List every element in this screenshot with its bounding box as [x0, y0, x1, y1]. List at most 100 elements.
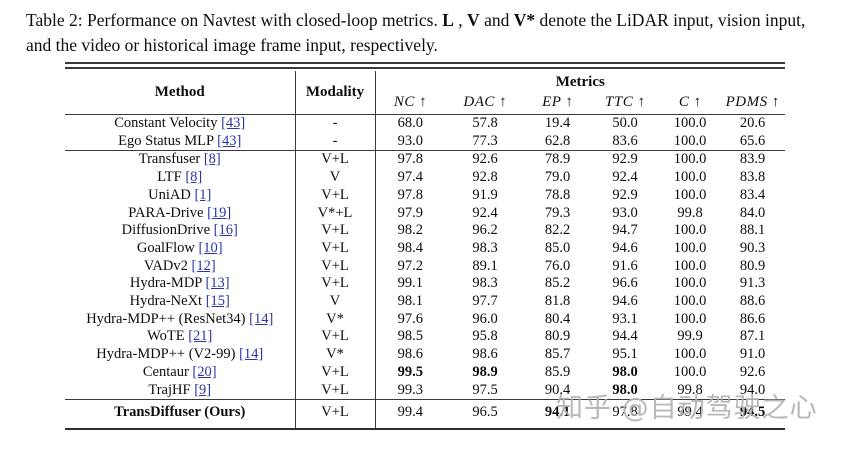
metric-value: 89.1	[472, 257, 498, 274]
method-cell: PARA-Drive [19]	[65, 204, 296, 223]
table-row: Hydra-MDP++ (ResNet34) [14] V* 97.6 96.0 80.…	[65, 310, 785, 329]
metric-value: 97.7	[472, 293, 498, 310]
metric-value: 98.1	[397, 293, 423, 310]
citation-link[interactable]: [19]	[207, 204, 232, 221]
citation-link[interactable]: [8]	[203, 151, 221, 168]
citation-link[interactable]: [12]	[191, 257, 216, 274]
metric-value: 92.9	[612, 151, 638, 168]
metric-value: 98.2	[397, 222, 423, 239]
metric-value: 98.5	[397, 328, 423, 345]
metric-value: 85.2	[544, 275, 571, 292]
citation-link[interactable]: [9]	[194, 381, 212, 398]
citation-link[interactable]: [20]	[192, 363, 217, 380]
metric-value: 99.9	[677, 328, 703, 345]
metric-value: 91.6	[612, 257, 638, 274]
metric-value: 97.8	[397, 186, 423, 203]
metric-value: 93.0	[612, 204, 638, 221]
modality-cell: V	[295, 293, 376, 311]
metric-value: 98.3	[472, 239, 498, 256]
metric-value: 99.8	[677, 204, 703, 221]
metric-value: 94.6	[612, 239, 638, 256]
table-row: Constant Velocity [43] -68.0 57.8 19.4 50.0 1…	[65, 114, 785, 133]
modality-cell: V*	[295, 346, 376, 364]
method-name: Centaur	[142, 363, 189, 380]
method-name: UniAD	[148, 186, 191, 203]
metric-value: 87.1	[739, 328, 766, 345]
modality-cell: -	[295, 132, 376, 151]
metric-value: 97.2	[397, 257, 423, 274]
caption-bold-term: L	[442, 10, 454, 30]
metric-value: 91.9	[472, 186, 498, 203]
metric-value: 81.8	[544, 293, 571, 310]
method-cell: Hydra-MDP [13]	[65, 275, 296, 294]
modality-cell: V+L	[295, 275, 376, 294]
method-name: Hydra-NeXt	[129, 293, 203, 310]
metric-value: 88.6	[739, 293, 766, 310]
citation-link[interactable]: [10]	[198, 239, 223, 256]
modality-cell: V+L	[295, 363, 376, 382]
metric-value: 65.6	[739, 132, 766, 149]
table-row: UniAD [1] V+L 97.8 91.9 78.8 92.9 100.0 83.4	[65, 186, 785, 205]
table-row: Hydra-MDP [13] V+L 99.1 98.3 85.2 96.6 100.0 91…	[65, 275, 785, 294]
citation-link[interactable]: [43]	[217, 132, 242, 149]
method-cell: DiffusionDrive [16]	[65, 222, 296, 240]
table-row: GoalFlow [10] V+L 98.4 98.3 85.0 94.6 100.0 90.…	[65, 239, 785, 258]
metric-value: 86.6	[739, 310, 766, 327]
table-row: Centaur [20] V+L 99.5 98.9 85.9 98.0 100.0 92.6	[65, 363, 785, 382]
citation-link[interactable]: [15]	[205, 293, 230, 310]
metric-value: 92.9	[612, 186, 638, 203]
metric-value: 96.5	[472, 404, 498, 421]
metric-value: 99.5	[397, 363, 423, 380]
metric-value: 96.2	[472, 222, 498, 239]
metric-value: 94.0	[739, 381, 766, 398]
method-cell: Constant Velocity [43]	[65, 114, 296, 133]
table-container: Method Modality Metrics NC ↑ DAC ↑ EP ↑ TTC…	[65, 62, 786, 430]
metric-value: 99.4	[397, 404, 423, 421]
metric-value: 93.1	[612, 310, 638, 327]
method-name: GoalFlow	[136, 239, 195, 256]
citation-link[interactable]: [13]	[205, 275, 230, 292]
col-header-ttc: TTC ↑	[590, 91, 660, 115]
citation-link[interactable]: [21]	[188, 328, 213, 345]
metric-value: 99.4	[677, 404, 703, 421]
col-header-modality: Modality	[295, 71, 376, 115]
citation-link[interactable]: [1]	[194, 186, 212, 203]
metric-value: 94.1	[544, 404, 571, 421]
method-name: Hydra-MDP++ (V2-99)	[96, 346, 236, 363]
row-group-baselines: Constant Velocity [43] -68.0 57.8 19.4 50.0 1…	[65, 114, 785, 151]
metric-value: 78.8	[544, 186, 571, 203]
row-group-ours: TransDiffuser (Ours) V+L 99.4 96.5 94.1 97.8 9…	[65, 399, 786, 428]
metric-value: 88.1	[739, 222, 766, 239]
metric-value: 77.3	[472, 132, 498, 149]
modality-cell: V+L	[295, 328, 376, 347]
citation-link[interactable]: [14]	[249, 310, 274, 327]
method-cell: Hydra-MDP++ (ResNet34) [14]	[65, 310, 296, 329]
metric-value: 98.3	[472, 275, 498, 292]
metric-value: 94.6	[612, 293, 638, 310]
metric-value: 96.6	[612, 275, 638, 292]
col-header-nc: NC ↑	[375, 91, 445, 115]
table-row: WoTE [21] V+L 98.5 95.8 80.9 94.4 99.9 87.1	[65, 328, 785, 347]
metric-value: 76.0	[544, 257, 571, 274]
table-row: VADv2 [12] V+L 97.2 89.1 76.0 91.6 100.0 80.9	[65, 257, 785, 276]
metric-value: 95.1	[612, 346, 638, 363]
citation-link[interactable]: [43]	[221, 115, 246, 131]
table-row: TransDiffuser (Ours) V+L 99.4 96.5 94.1 97.8 9…	[65, 399, 785, 428]
citation-link[interactable]: [14]	[239, 346, 264, 363]
method-cell: GoalFlow [10]	[65, 239, 296, 258]
citation-link[interactable]: [8]	[185, 169, 203, 186]
metric-value: 98.6	[397, 346, 423, 363]
modality-cell: V*+L	[295, 204, 376, 223]
metric-value: 62.8	[544, 132, 571, 149]
metric-symbol: EP	[542, 94, 566, 110]
metric-value: 68.0	[397, 115, 423, 131]
modality-cell: V+L	[295, 257, 376, 276]
table-row: Hydra-MDP++ (V2-99) [14] V* 98.6 98.6 85.7 95…	[65, 346, 785, 364]
method-name: DiffusionDrive	[121, 222, 211, 239]
method-cell: Transfuser [8]	[65, 150, 296, 170]
metric-value: 83.8	[739, 169, 766, 186]
citation-link[interactable]: [16]	[213, 222, 238, 239]
bottom-rule	[65, 427, 785, 430]
top-rule-lower	[65, 67, 785, 69]
